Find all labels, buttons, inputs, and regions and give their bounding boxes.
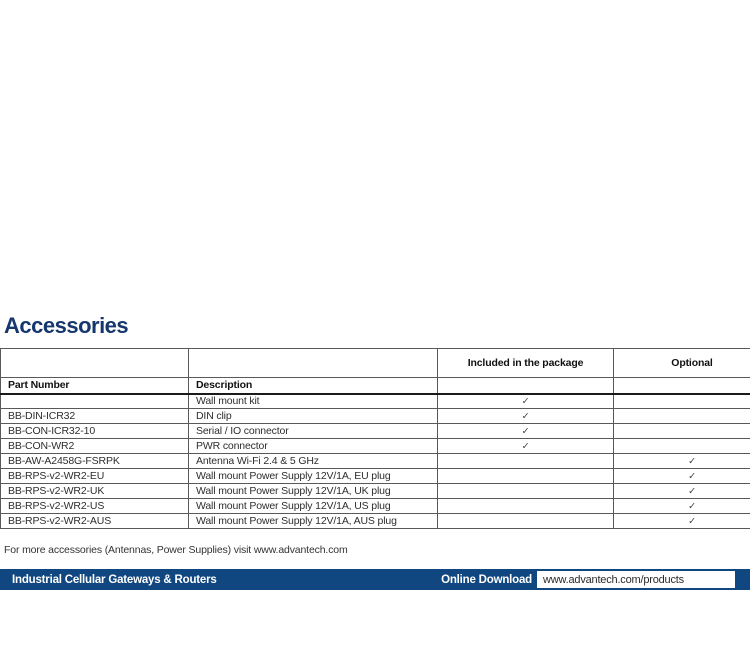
description-cell: PWR connector (188, 438, 438, 454)
description-cell: Wall mount Power Supply 12V/1A, US plug (188, 498, 438, 514)
footer-bar: Industrial Cellular Gateways & Routers O… (0, 569, 750, 590)
table-row: BB-DIN-ICR32 DIN clip ✓ (0, 408, 750, 424)
part-number-cell (0, 393, 189, 409)
online-download-label: Online Download (441, 573, 532, 586)
description-cell: Wall mount Power Supply 12V/1A, AUS plug (188, 513, 438, 529)
table-row: BB-RPS-v2-WR2-AUS Wall mount Power Supply… (0, 513, 750, 529)
accessories-table: Included in the package Optional Part Nu… (0, 348, 750, 529)
optional-cell: ✓ (613, 453, 750, 469)
optional-cell: ✓ (613, 498, 750, 514)
column-header-row: Part Number Description (0, 377, 750, 395)
optional-cell (613, 408, 750, 424)
table-row: BB-RPS-v2-WR2-UK Wall mount Power Supply … (0, 483, 750, 499)
description-cell: DIN clip (188, 408, 438, 424)
section-title: Accessories (4, 313, 129, 338)
table-row: BB-CON-ICR32-10 Serial / IO connector ✓ (0, 423, 750, 439)
part-number-cell: BB-RPS-v2-WR2-EU (0, 468, 189, 484)
optional-cell: ✓ (613, 513, 750, 529)
description-cell: Wall mount kit (188, 393, 438, 409)
part-number-cell: BB-RPS-v2-WR2-US (0, 498, 189, 514)
included-cell: ✓ (437, 393, 614, 409)
download-url-link[interactable]: www.advantech.com/products (537, 571, 735, 588)
included-cell (437, 483, 614, 499)
header-spacer-cell (188, 348, 438, 378)
description-cell: Wall mount Power Supply 12V/1A, EU plug (188, 468, 438, 484)
description-header: Description (188, 377, 438, 395)
included-cell: ✓ (437, 408, 614, 424)
optional-cell: ✓ (613, 483, 750, 499)
included-column-header: Included in the package (437, 348, 614, 378)
table-row: BB-CON-WR2 PWR connector ✓ (0, 438, 750, 454)
header-spacer-cell (613, 377, 750, 395)
table-row: Wall mount kit ✓ (0, 393, 750, 409)
part-number-header: Part Number (0, 377, 189, 395)
part-number-cell: BB-DIN-ICR32 (0, 408, 189, 424)
included-cell (437, 513, 614, 529)
download-group: Online Download www.advantech.com/produc… (441, 571, 735, 588)
footnote: For more accessories (Antennas, Power Su… (4, 544, 348, 556)
header-spacer-cell (0, 348, 189, 378)
part-number-cell: BB-AW-A2458G-FSRPK (0, 453, 189, 469)
part-number-cell: BB-RPS-v2-WR2-AUS (0, 513, 189, 529)
optional-cell (613, 393, 750, 409)
included-cell (437, 453, 614, 469)
table-row: BB-RPS-v2-WR2-EU Wall mount Power Supply … (0, 468, 750, 484)
description-cell: Serial / IO connector (188, 423, 438, 439)
included-cell: ✓ (437, 423, 614, 439)
group-header-row: Included in the package Optional (0, 348, 750, 378)
optional-cell: ✓ (613, 468, 750, 484)
table-body: Wall mount kit ✓ BB-DIN-ICR32 DIN clip ✓ BB-C… (0, 393, 750, 529)
optional-column-header: Optional (613, 348, 750, 378)
part-number-cell: BB-CON-ICR32-10 (0, 423, 189, 439)
header-spacer-cell (437, 377, 614, 395)
part-number-cell: BB-RPS-v2-WR2-UK (0, 483, 189, 499)
optional-cell (613, 423, 750, 439)
description-cell: Wall mount Power Supply 12V/1A, UK plug (188, 483, 438, 499)
description-cell: Antenna Wi-Fi 2.4 & 5 GHz (188, 453, 438, 469)
included-cell (437, 498, 614, 514)
part-number-cell: BB-CON-WR2 (0, 438, 189, 454)
product-line-label: Industrial Cellular Gateways & Routers (12, 573, 217, 586)
optional-cell (613, 438, 750, 454)
included-cell: ✓ (437, 438, 614, 454)
included-cell (437, 468, 614, 484)
table-row: BB-AW-A2458G-FSRPK Antenna Wi-Fi 2.4 & 5 … (0, 453, 750, 469)
table-row: BB-RPS-v2-WR2-US Wall mount Power Supply … (0, 498, 750, 514)
